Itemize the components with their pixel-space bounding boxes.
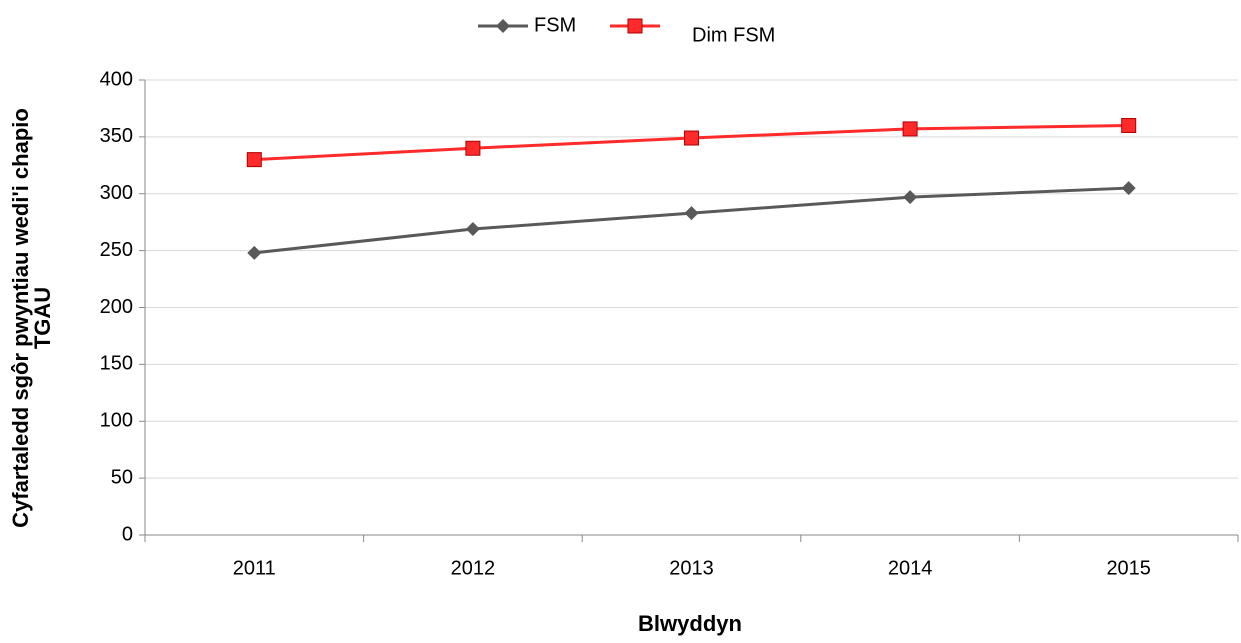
x-tick-label: 2012 xyxy=(451,557,496,579)
x-axis-title: Blwyddyn xyxy=(638,611,742,636)
legend-marker xyxy=(496,19,510,33)
data-point xyxy=(465,140,481,156)
data-point xyxy=(684,130,699,146)
data-point xyxy=(465,222,480,237)
x-tick-label: 2011 xyxy=(233,557,276,579)
y-tick-label: 250 xyxy=(100,239,133,261)
data-point xyxy=(902,121,918,137)
y-axis-title-line: Cyfartaledd sgôr pwyntiau wedi'i chapio xyxy=(8,108,33,528)
data-point xyxy=(1121,181,1136,196)
data-point xyxy=(903,190,918,205)
y-tick-label: 150 xyxy=(100,353,133,375)
legend-label: Dim FSM xyxy=(692,24,775,46)
x-tick-label: 2013 xyxy=(669,557,714,579)
legend-marker xyxy=(627,18,643,34)
x-tick-label: 2014 xyxy=(888,557,933,579)
y-axis-title: Cyfartaledd sgôr pwyntiau wedi'i chapio … xyxy=(8,108,55,528)
y-tick-label: 100 xyxy=(100,410,133,432)
y-tick-label: 0 xyxy=(122,523,133,545)
y-tick-label: 50 xyxy=(111,466,133,488)
legend-label: FSM xyxy=(534,14,576,36)
y-tick-label: 200 xyxy=(100,296,133,318)
y-axis-title-line: TGAU xyxy=(30,287,55,349)
data-point xyxy=(1121,118,1137,133)
data-point xyxy=(247,245,262,260)
series-line xyxy=(254,186,1129,255)
data-point xyxy=(246,152,262,168)
data-point xyxy=(684,206,699,221)
y-tick-label: 300 xyxy=(100,182,133,204)
y-tick-label: 350 xyxy=(100,125,133,147)
y-tick-label: 400 xyxy=(100,68,133,90)
x-tick-label: 2015 xyxy=(1106,557,1151,579)
